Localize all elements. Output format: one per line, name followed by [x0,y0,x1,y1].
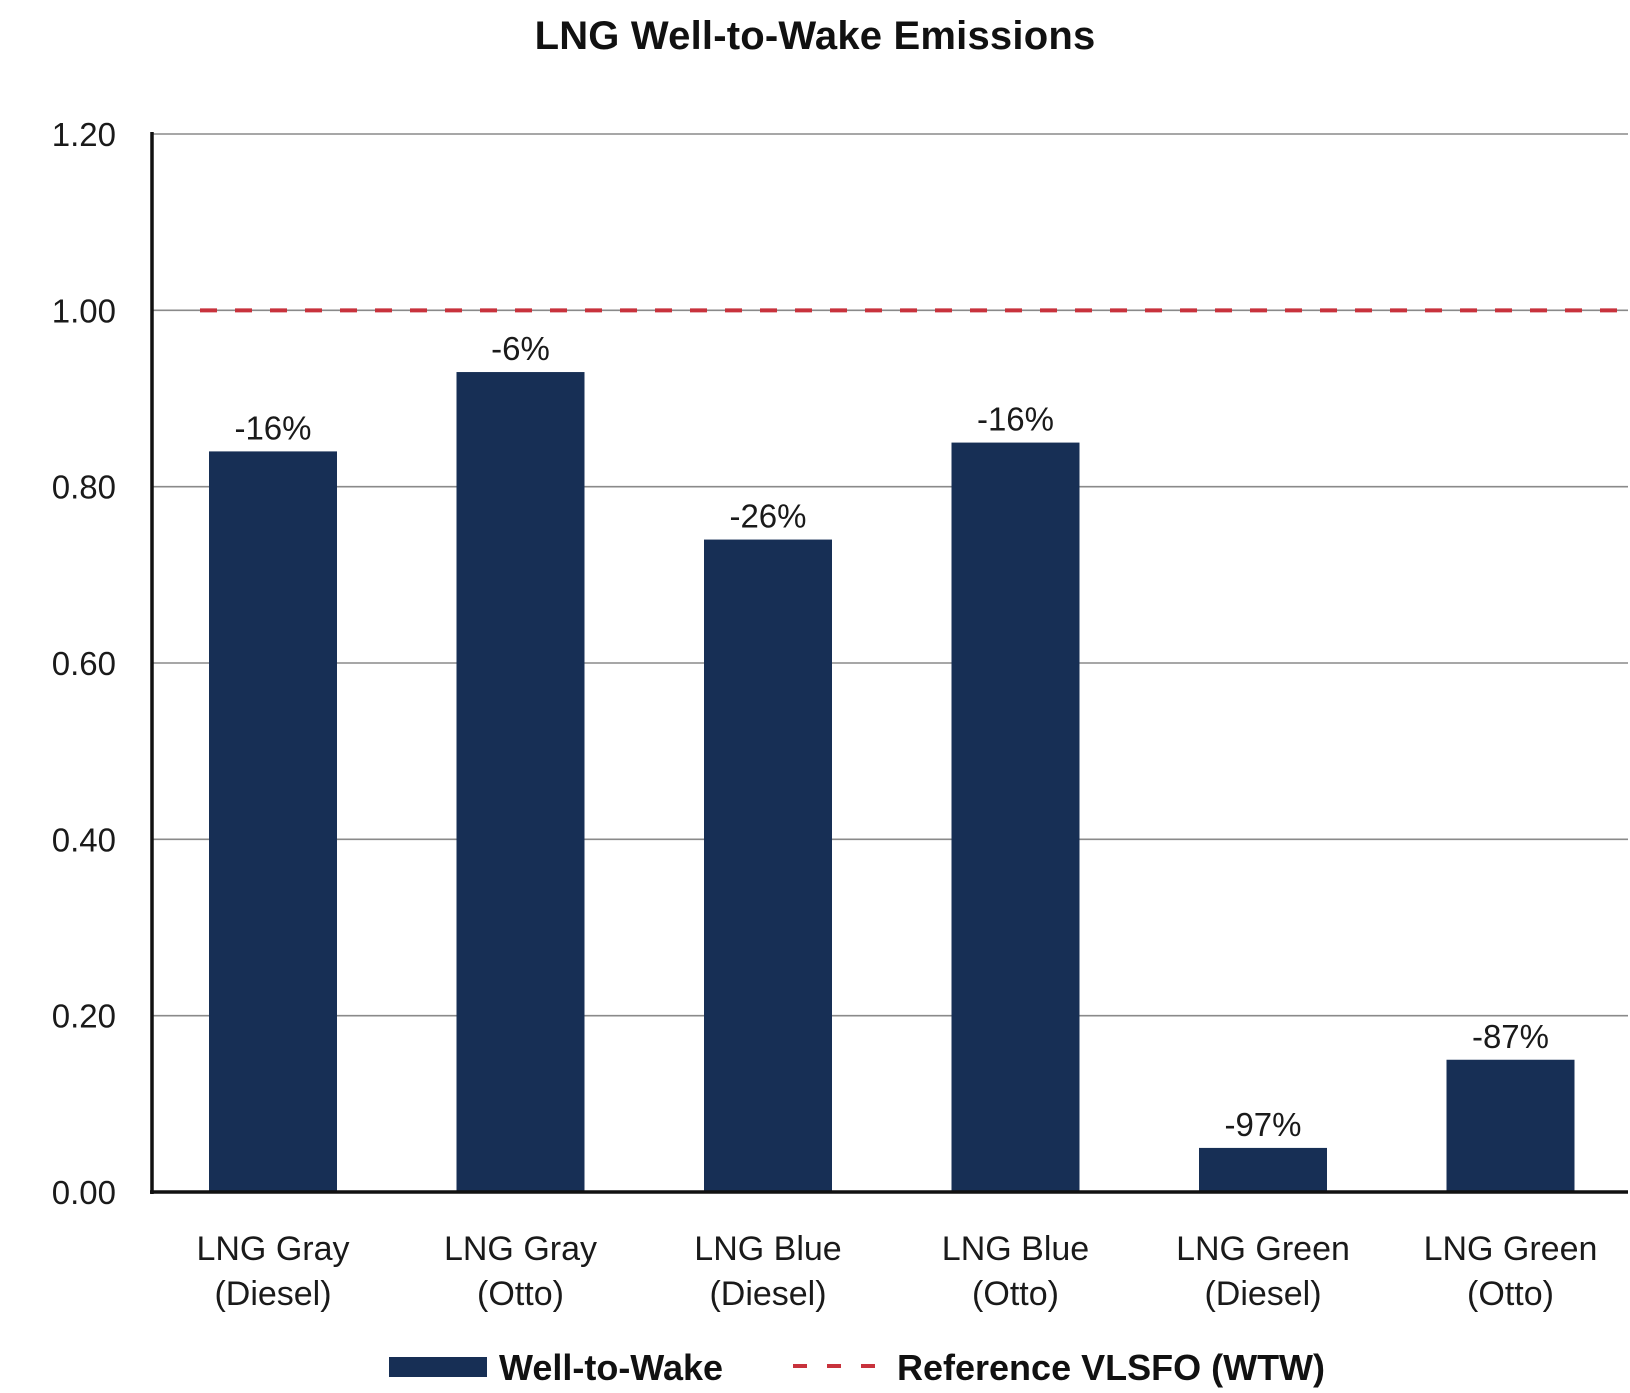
x-category-label: (Diesel) [1204,1275,1321,1313]
legend: Well-to-Wake Reference VLSFO (WTW) [389,1347,1325,1388]
data-label: -97% [1224,1106,1301,1143]
legend-swatch-bar [389,1357,487,1377]
y-tick-labels: 0.00 0.20 0.40 0.60 0.80 1.00 1.20 [52,116,116,1211]
data-labels: -16% -6% -26% -16% -97% -87% [234,330,1549,1143]
axes [150,132,1628,1194]
y-tick-label: 0.80 [52,469,116,506]
bar [1199,1147,1327,1192]
bar [209,451,337,1192]
legend-label: Well-to-Wake [499,1347,723,1388]
x-category-label: LNG Blue [942,1230,1089,1268]
y-tick-label: 0.20 [52,998,116,1035]
legend-label: Reference VLSFO (WTW) [897,1347,1325,1388]
bar [456,372,585,1192]
data-label: -26% [729,498,806,535]
data-label: -87% [1472,1018,1549,1055]
bar [1446,1059,1575,1192]
x-category-label: LNG Gray [196,1230,349,1268]
x-category-label: LNG Gray [444,1230,597,1268]
x-category-labels: LNG Gray (Diesel) LNG Gray (Otto) LNG Blue (D… [196,1230,1597,1313]
y-tick-label: 0.60 [52,645,116,682]
x-category-label: (Otto) [972,1275,1059,1313]
x-category-label: (Otto) [477,1275,564,1313]
data-label: -6% [491,330,550,367]
gridlines [152,133,1628,1017]
y-tick-label: 1.00 [52,292,116,329]
y-tick-label: 1.20 [52,116,116,153]
bars [209,372,1575,1192]
data-label: -16% [234,409,311,446]
data-label: -16% [977,401,1054,438]
y-tick-label: 0.40 [52,821,116,858]
bar [951,442,1080,1192]
x-category-label: LNG Green [1424,1230,1598,1268]
x-category-label: (Diesel) [709,1275,826,1313]
x-category-label: LNG Green [1176,1230,1350,1268]
x-category-label: (Otto) [1467,1275,1554,1313]
x-category-label: LNG Blue [694,1230,841,1268]
bar [704,539,832,1192]
x-category-label: (Diesel) [214,1275,331,1313]
y-tick-label: 0.00 [52,1174,116,1211]
chart-title: LNG Well-to-Wake Emissions [534,14,1096,58]
